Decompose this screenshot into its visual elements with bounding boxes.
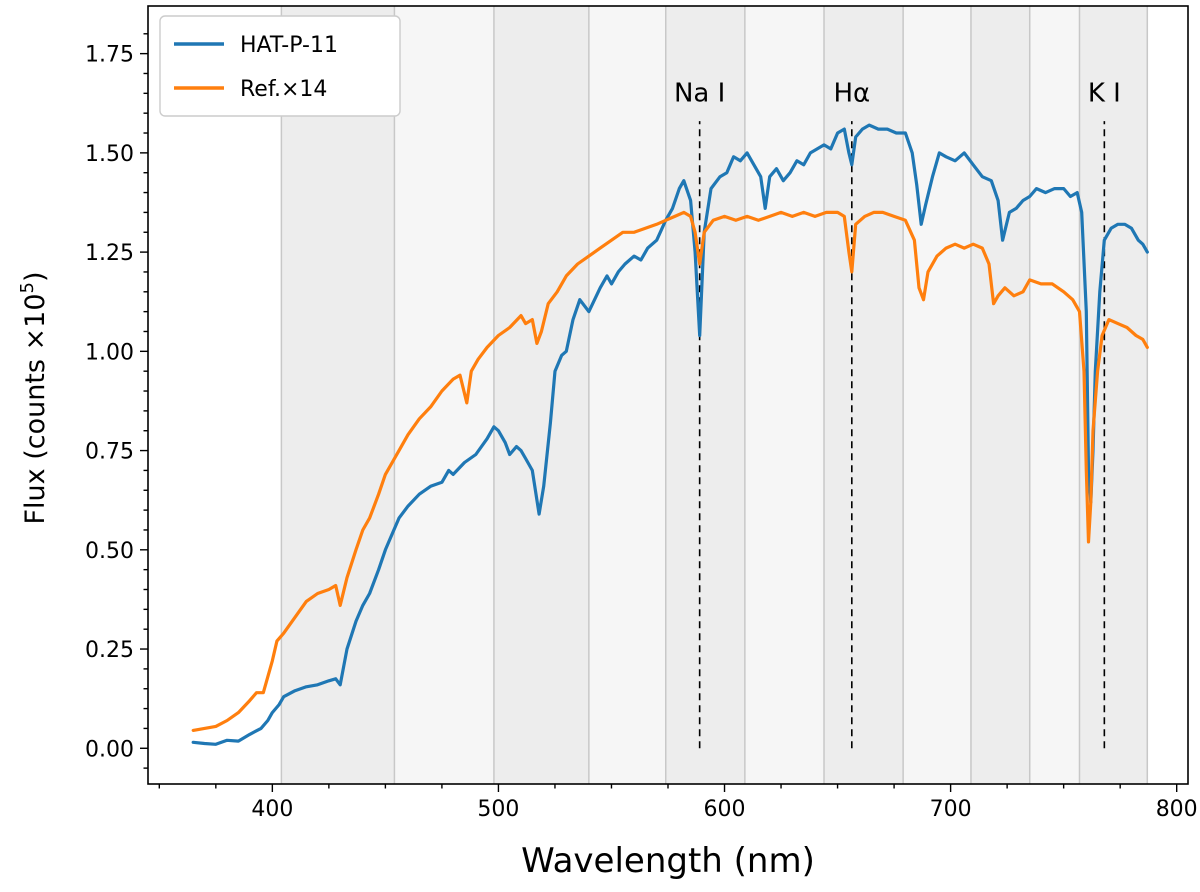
wavelength-bin <box>493 6 589 784</box>
wavelength-bin <box>744 6 824 784</box>
legend-label-hat-p-11: HAT-P-11 <box>240 33 338 58</box>
wavelength-bin <box>903 6 971 784</box>
y-axis-ticks: 0.00 0.25 0.50 0.75 1.00 1.25 1.50 1.75 <box>85 33 148 769</box>
wavelength-bin <box>1079 6 1148 784</box>
y-tick-label: 0.25 <box>85 638 134 663</box>
spectral-line-label: Hα <box>833 78 870 108</box>
y-axis-title: Flux (counts ×105) <box>17 271 51 524</box>
y-tick-label: 1.25 <box>85 241 134 266</box>
y-tick-label: 1.50 <box>85 142 134 167</box>
x-axis-ticks: 400 500 600 700 800 <box>158 784 1198 822</box>
wavelength-bin <box>824 6 904 784</box>
x-tick-label: 400 <box>251 797 293 822</box>
x-tick-label: 600 <box>704 797 746 822</box>
wavelength-bin <box>970 6 1030 784</box>
wavelength-bin <box>394 6 494 784</box>
spectral-line-label: Na I <box>674 78 725 108</box>
x-tick-label: 700 <box>930 797 972 822</box>
x-tick-label: 500 <box>477 797 519 822</box>
spectral-line-markers: Na I Hα K I <box>674 78 1121 749</box>
x-axis-title: Wavelength (nm) <box>521 841 815 881</box>
wavelength-bin <box>281 6 395 784</box>
legend-box <box>159 15 401 117</box>
wavelength-bins <box>280 6 1149 784</box>
y-tick-label: 0.00 <box>85 737 134 762</box>
y-tick-label: 1.75 <box>85 43 134 68</box>
wavelength-bin <box>588 6 666 784</box>
wavelength-bin <box>1029 6 1080 784</box>
series-line-ref <box>191 210 1149 732</box>
series-line-hat-p-11 <box>191 123 1149 746</box>
spectral-line-label: K I <box>1088 78 1121 108</box>
y-tick-label: 0.50 <box>85 539 134 564</box>
x-tick-label: 800 <box>1156 797 1198 822</box>
legend-label-ref: Ref.×14 <box>240 77 327 102</box>
wavelength-bin <box>665 6 745 784</box>
series-lines <box>191 123 1149 746</box>
legend: HAT-P-11 Ref.×14 <box>159 15 401 117</box>
y-tick-label: 1.00 <box>85 340 134 365</box>
y-tick-label: 0.75 <box>85 440 134 465</box>
